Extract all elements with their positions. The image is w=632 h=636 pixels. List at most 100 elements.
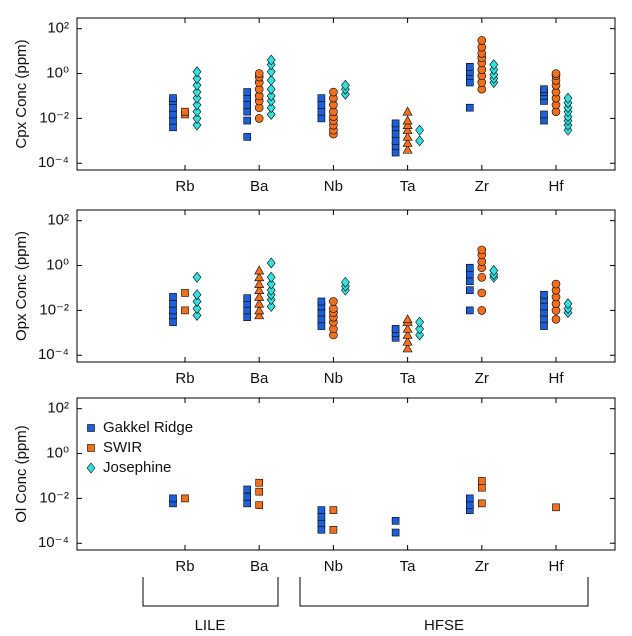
legend-label: SWIR (103, 439, 142, 456)
x-tick-label: Rb (175, 370, 194, 387)
marker (465, 277, 474, 286)
marker (563, 92, 573, 104)
marker (402, 137, 413, 147)
marker (341, 79, 350, 91)
marker (192, 99, 202, 111)
marker (540, 302, 548, 311)
marker (181, 289, 189, 297)
marker (243, 492, 251, 501)
marker (402, 329, 413, 339)
marker (317, 114, 326, 123)
marker (402, 120, 413, 129)
marker (551, 279, 561, 289)
marker (266, 90, 276, 102)
y-tick-label: 10² (47, 20, 69, 37)
x-tick-label: Ba (250, 558, 269, 575)
marker (415, 323, 424, 335)
marker (391, 517, 400, 525)
marker (329, 87, 338, 97)
marker (266, 108, 276, 120)
marker (477, 499, 486, 508)
x-tick-label: Rb (175, 178, 194, 195)
x-tick-label: Hf (549, 370, 565, 387)
marker (181, 306, 189, 315)
marker (254, 114, 264, 123)
marker (415, 135, 424, 147)
marker (341, 276, 350, 288)
marker (489, 265, 499, 277)
marker (391, 148, 400, 157)
marker (563, 298, 573, 310)
marker (254, 305, 265, 315)
marker (254, 310, 265, 320)
marker (465, 263, 474, 272)
marker (477, 245, 487, 255)
marker (254, 278, 265, 288)
marker (266, 271, 276, 283)
x-tick-label: Hf (549, 178, 565, 195)
marker (402, 323, 413, 333)
x-tick-label: Ba (250, 370, 269, 387)
x-tick-label: Nb (324, 370, 343, 387)
marker (477, 36, 487, 45)
marker (266, 284, 276, 296)
marker (243, 116, 251, 125)
marker (552, 503, 560, 512)
marker (243, 306, 251, 315)
marker (477, 483, 486, 492)
marker (192, 303, 202, 315)
marker (317, 525, 326, 534)
y-tick-label: 10⁻² (39, 489, 69, 506)
x-tick-label: Ta (400, 370, 417, 387)
marker (243, 485, 251, 494)
marker (266, 257, 276, 269)
marker (391, 528, 400, 537)
marker (402, 144, 413, 154)
y-tick-label: 10² (47, 400, 69, 417)
marker (254, 69, 264, 78)
marker (169, 306, 177, 315)
marker (255, 487, 263, 496)
marker (477, 272, 487, 282)
marker (243, 294, 251, 302)
x-tick-label: Ta (400, 178, 417, 195)
marker (243, 88, 251, 96)
marker (192, 309, 202, 321)
axis-box (76, 397, 616, 551)
marker (192, 79, 202, 91)
y-tick-label: 10⁻² (39, 109, 69, 126)
marker (169, 110, 177, 119)
marker (415, 124, 424, 136)
marker (391, 325, 400, 333)
marker (540, 110, 548, 119)
marker (540, 290, 548, 299)
y-axis-label: Cpx Conc (ppm) (13, 39, 30, 148)
marker (243, 107, 251, 116)
marker (243, 101, 251, 109)
marker (169, 299, 177, 308)
marker (329, 525, 338, 534)
marker (243, 313, 251, 321)
marker (243, 133, 251, 141)
marker (266, 102, 276, 114)
marker (192, 92, 202, 104)
marker (415, 316, 424, 328)
x-tick-label: Nb (324, 178, 343, 195)
x-tick-label: Zr (475, 370, 489, 387)
y-tick-label: 10⁰ (46, 445, 69, 462)
marker (477, 306, 487, 315)
y-tick-label: 10⁰ (46, 257, 69, 274)
legend-label: Josephine (103, 459, 171, 476)
marker (415, 329, 424, 341)
marker (192, 73, 202, 85)
marker (255, 478, 263, 487)
marker (329, 506, 338, 514)
marker (192, 112, 202, 124)
marker (317, 315, 326, 324)
marker (329, 297, 338, 306)
marker (266, 66, 276, 78)
marker (329, 304, 338, 313)
marker (317, 101, 326, 109)
y-tick-label: 10⁻⁴ (38, 534, 69, 551)
axis-box (76, 17, 616, 171)
